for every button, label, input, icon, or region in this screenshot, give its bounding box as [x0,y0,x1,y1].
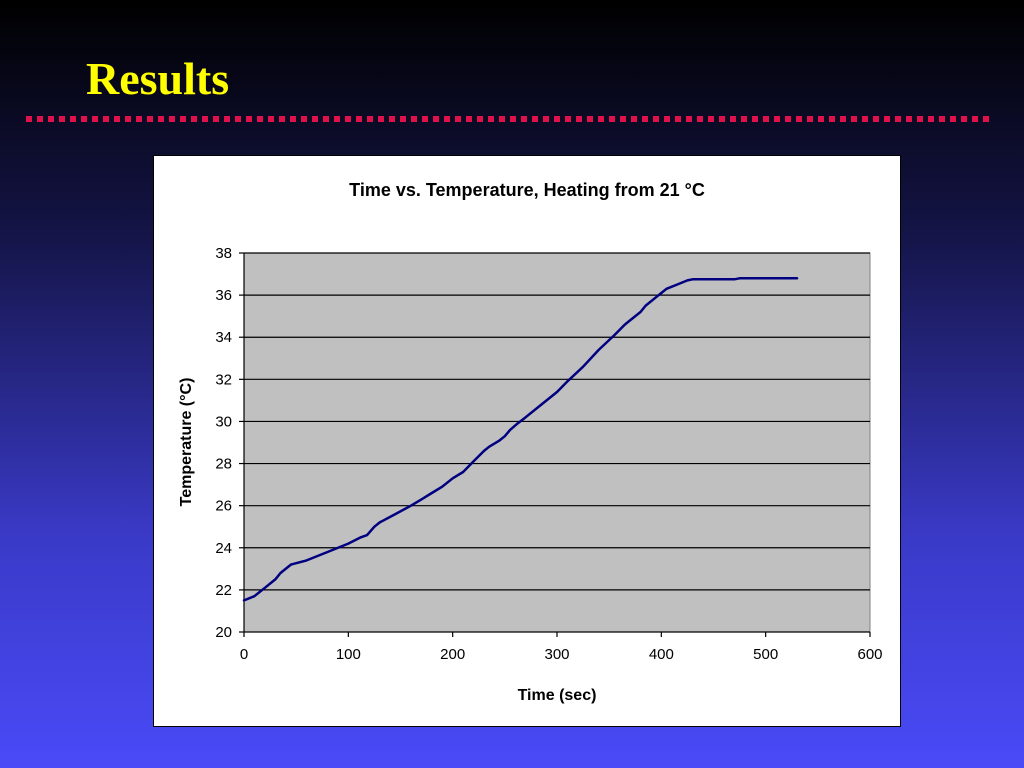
y-tick-label: 34 [215,329,232,346]
series-layer [242,277,799,602]
chart-title: Time vs. Temperature, Heating from 21 °C [349,180,705,200]
y-tick-label: 28 [215,456,232,473]
y-axis-label: Temperature (°C) [178,378,195,507]
y-tick-label: 32 [215,371,232,388]
x-tick-label: 500 [753,646,778,663]
x-tick-label: 300 [544,646,569,663]
x-tick-label: 0 [240,646,248,663]
slide-title: Results [86,53,230,104]
x-tick-label: 200 [440,646,465,663]
x-tick-label: 100 [336,646,361,663]
x-tick-label: 600 [857,646,882,663]
chart-svg: Time vs. Temperature, Heating from 21 °C… [178,180,883,704]
tick-labels: 20 22 24 26 28 30 32 34 36 38 0 100 200 300 400 500 600 [215,245,882,663]
y-tick-label: 36 [215,287,232,304]
series-line [242,277,799,602]
y-tick-label: 20 [215,624,232,641]
axes [239,252,871,637]
y-tick-label: 26 [215,498,232,515]
gridlines [244,252,870,591]
x-tick-label: 400 [649,646,674,663]
y-tick-label: 22 [215,582,232,599]
y-tick-label: 30 [215,413,232,430]
chart-panel: Time vs. Temperature, Heating from 21 °C… [153,155,901,727]
dotted-divider [26,116,992,122]
x-axis-label: Time (sec) [518,687,597,704]
y-tick-label: 24 [215,540,232,557]
plot-area [243,252,871,633]
y-tick-label: 38 [215,245,232,262]
